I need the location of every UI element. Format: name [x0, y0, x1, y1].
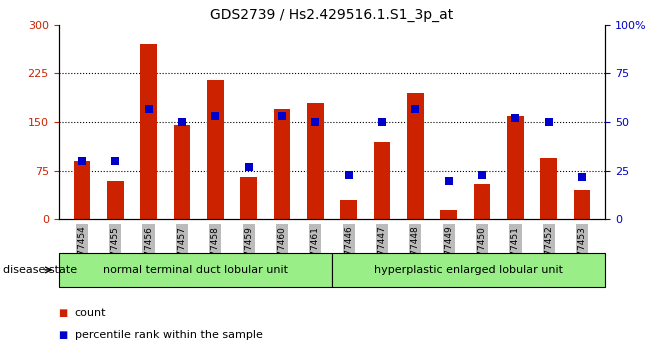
- Text: disease state: disease state: [3, 265, 77, 275]
- Text: hyperplastic enlarged lobular unit: hyperplastic enlarged lobular unit: [374, 265, 563, 275]
- Bar: [574, 190, 590, 219]
- Point: [477, 172, 487, 177]
- Bar: [240, 177, 257, 219]
- Point: [177, 119, 187, 125]
- Text: ■: ■: [59, 308, 68, 318]
- Bar: [140, 44, 157, 219]
- Bar: [74, 161, 90, 219]
- Text: ■: ■: [59, 330, 68, 339]
- Point: [510, 115, 521, 121]
- Point: [377, 119, 387, 125]
- Text: percentile rank within the sample: percentile rank within the sample: [75, 330, 263, 339]
- Title: GDS2739 / Hs2.429516.1.S1_3p_at: GDS2739 / Hs2.429516.1.S1_3p_at: [210, 8, 454, 22]
- Point: [277, 113, 287, 119]
- Point: [310, 119, 320, 125]
- Point: [143, 105, 154, 111]
- Bar: [174, 125, 190, 219]
- Point: [110, 158, 120, 164]
- Bar: [507, 116, 524, 219]
- Bar: [207, 80, 224, 219]
- Point: [544, 119, 554, 125]
- Bar: [474, 184, 490, 219]
- Point: [577, 174, 587, 179]
- Point: [243, 164, 254, 170]
- Bar: [374, 142, 391, 219]
- Point: [77, 158, 87, 164]
- Bar: [107, 181, 124, 219]
- Bar: [540, 158, 557, 219]
- Point: [210, 113, 221, 119]
- Bar: [340, 200, 357, 219]
- Point: [410, 105, 421, 111]
- Text: count: count: [75, 308, 106, 318]
- Bar: [307, 103, 324, 219]
- Bar: [407, 93, 424, 219]
- Bar: [440, 210, 457, 219]
- Bar: [273, 109, 290, 219]
- Point: [344, 172, 354, 177]
- Point: [443, 178, 454, 183]
- Text: normal terminal duct lobular unit: normal terminal duct lobular unit: [103, 265, 288, 275]
